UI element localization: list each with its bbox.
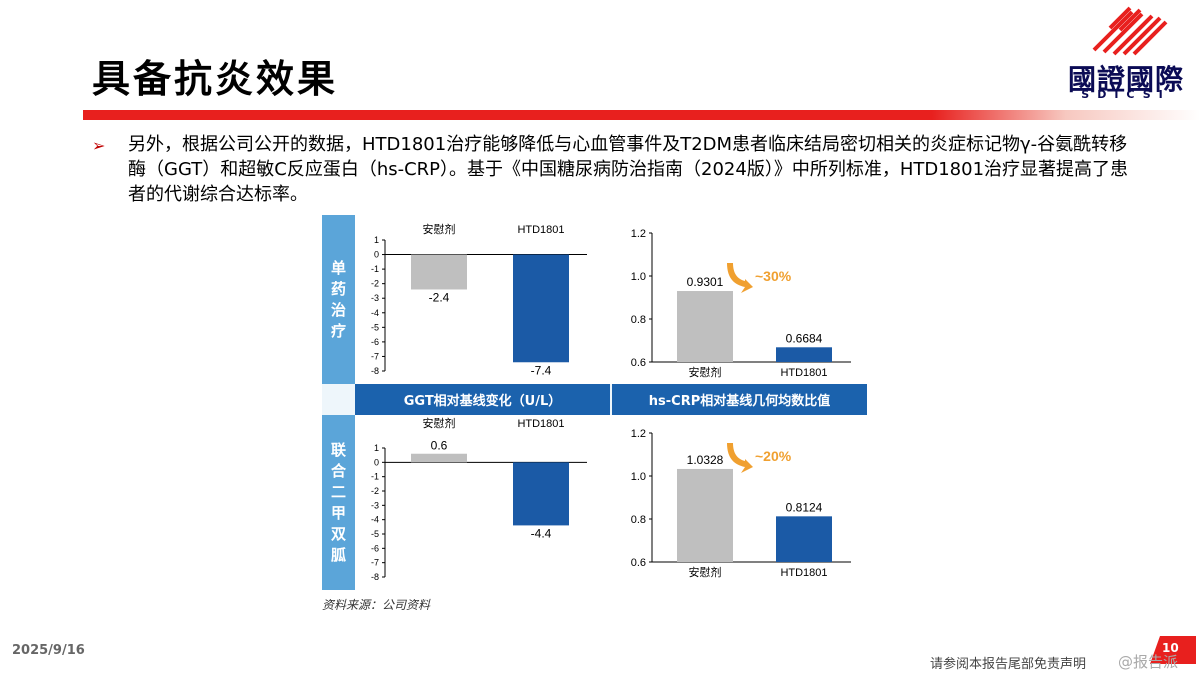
data-label: -7.4 (531, 363, 552, 377)
y-tick-label: 1.2 (631, 428, 646, 440)
data-label: 0.9301 (687, 275, 724, 289)
ggt-mono-panel: 1 0 -1 -2 -3 -4 -5 -6 -7 -8 -2.4 安慰剂 -7.4 HTD1801 (355, 215, 611, 384)
data-label: 0.6 (431, 439, 448, 453)
y-tick-label: 1.2 (631, 228, 646, 240)
y-tick-label: 1 (374, 443, 379, 453)
page-title: 具备抗炎效果 (92, 56, 339, 101)
y-tick-label: -7 (371, 558, 379, 568)
y-tick-label: -1 (371, 472, 379, 482)
y-tick-label: -7 (371, 351, 379, 361)
y-tick-label: 1.0 (631, 471, 646, 483)
logo-stripes-icon (1092, 6, 1168, 56)
bar-placebo (677, 291, 733, 362)
data-label: -2.4 (429, 290, 450, 304)
logo-english-text: SDICSI (1081, 88, 1171, 101)
y-tick-label: 0.6 (631, 357, 646, 369)
crp-combo-chart: 1.2 1.0 0.8 0.6 1.0328 安慰剂 0.8124 HTD1801 ~20% (631, 428, 851, 579)
y-tick-label: 0 (374, 457, 379, 467)
y-tick-label: -4 (371, 308, 379, 318)
y-tick-label: -8 (371, 572, 379, 582)
y-tick-label: 0.8 (631, 314, 646, 326)
band-ggt-label: GGT相对基线变化（U/L） (355, 384, 610, 415)
y-tick-label: -8 (371, 366, 379, 376)
ggt-combo-chart: 1 0 -1 -2 -3 -4 -5 -6 -7 -8 0.6 安慰剂 -4.4 HTD1801 (371, 416, 587, 582)
crp-mono-panel: 1.2 1.0 0.8 0.6 0.9301 安慰剂 0.6684 HTD1801 ~30% (611, 215, 867, 384)
reduction-arrow-icon (727, 443, 753, 473)
y-tick-label: -6 (371, 337, 379, 347)
reduction-annotation: ~20% (755, 448, 792, 464)
reduction-annotation: ~30% (755, 268, 792, 284)
category-label: 安慰剂 (689, 365, 722, 379)
row-label-monotherapy: 单药治疗 (322, 215, 355, 384)
y-tick-label: -3 (371, 293, 379, 303)
page-number: 10 (1162, 641, 1179, 655)
row-label-combination: 联合二甲双胍 (322, 415, 355, 590)
data-label: 0.8124 (786, 500, 823, 514)
ggt-mono-chart: 1 0 -1 -2 -3 -4 -5 -6 -7 -8 -2.4 安慰剂 -7.4 HTD1801 (371, 222, 587, 377)
bar-htd1801 (513, 462, 569, 526)
y-tick-label: -5 (371, 529, 379, 539)
disclaimer-text: 请参阅本报告尾部免责声明 (930, 657, 1087, 672)
data-label: -4.4 (531, 526, 552, 540)
band-crp-label: hs-CRP相对基线几何均数比值 (612, 384, 867, 415)
data-label: 0.6684 (786, 331, 823, 345)
bar-htd1801 (776, 516, 832, 562)
y-tick-label: 0.6 (631, 557, 646, 569)
bar-placebo (411, 254, 467, 290)
bar-htd1801 (776, 347, 832, 362)
chart-figure: 单药治疗 联合二甲双胍 1 0 -1 -2 -3 -4 -5 -6 -7 -8 -2.4 安慰剂 -7.… (322, 215, 867, 590)
y-tick-label: -2 (371, 279, 379, 289)
bar-htd1801 (513, 254, 569, 363)
y-tick-label: -3 (371, 500, 379, 510)
category-label: HTD1801 (780, 367, 827, 379)
page-number-badge (1150, 636, 1196, 664)
y-tick-label: -5 (371, 322, 379, 332)
source-note: 资料来源：公司资料 (322, 598, 431, 612)
crp-mono-chart: 1.2 1.0 0.8 0.6 0.9301 安慰剂 0.6684 HTD1801 ~30% (631, 228, 851, 379)
y-tick-label: -2 (371, 486, 379, 496)
category-label: HTD1801 (780, 567, 827, 579)
logo-chinese-text: 國證國際 (1067, 63, 1184, 96)
y-tick-label: -1 (371, 264, 379, 274)
y-tick-label: -6 (371, 543, 379, 553)
y-tick-label: -4 (371, 515, 379, 525)
data-label: 1.0328 (687, 453, 724, 467)
bar-placebo (677, 468, 733, 562)
watermark-text: @报告派 (1118, 653, 1179, 671)
bullet-arrow-icon: ➢ (92, 136, 106, 155)
reduction-arrow-icon (727, 263, 753, 293)
body-paragraph: 另外，根据公司公开的数据，HTD1801治疗能够降低与心血管事件及T2DM患者临… (128, 134, 1129, 205)
category-label: HTD1801 (517, 224, 564, 236)
category-label: HTD1801 (517, 418, 564, 430)
ggt-combo-panel: 1 0 -1 -2 -3 -4 -5 -6 -7 -8 0.6 安慰剂 -4.4 HTD1801 (355, 415, 611, 590)
company-logo: 國證國際 SDICSI (1062, 0, 1190, 101)
y-tick-label: 0.8 (631, 514, 646, 526)
y-tick-label: 1.0 (631, 271, 646, 283)
bar-placebo (411, 453, 467, 463)
category-label: 安慰剂 (423, 416, 456, 430)
y-tick-label: 0 (374, 250, 379, 260)
category-label: 安慰剂 (423, 222, 456, 236)
crp-combo-panel: 1.2 1.0 0.8 0.6 1.0328 安慰剂 0.8124 HTD1801 ~20% (611, 415, 867, 590)
category-label: 安慰剂 (689, 565, 722, 579)
header-divider (83, 110, 1200, 120)
y-tick-label: 1 (374, 235, 379, 245)
report-date: 2025/9/16 (12, 643, 85, 658)
